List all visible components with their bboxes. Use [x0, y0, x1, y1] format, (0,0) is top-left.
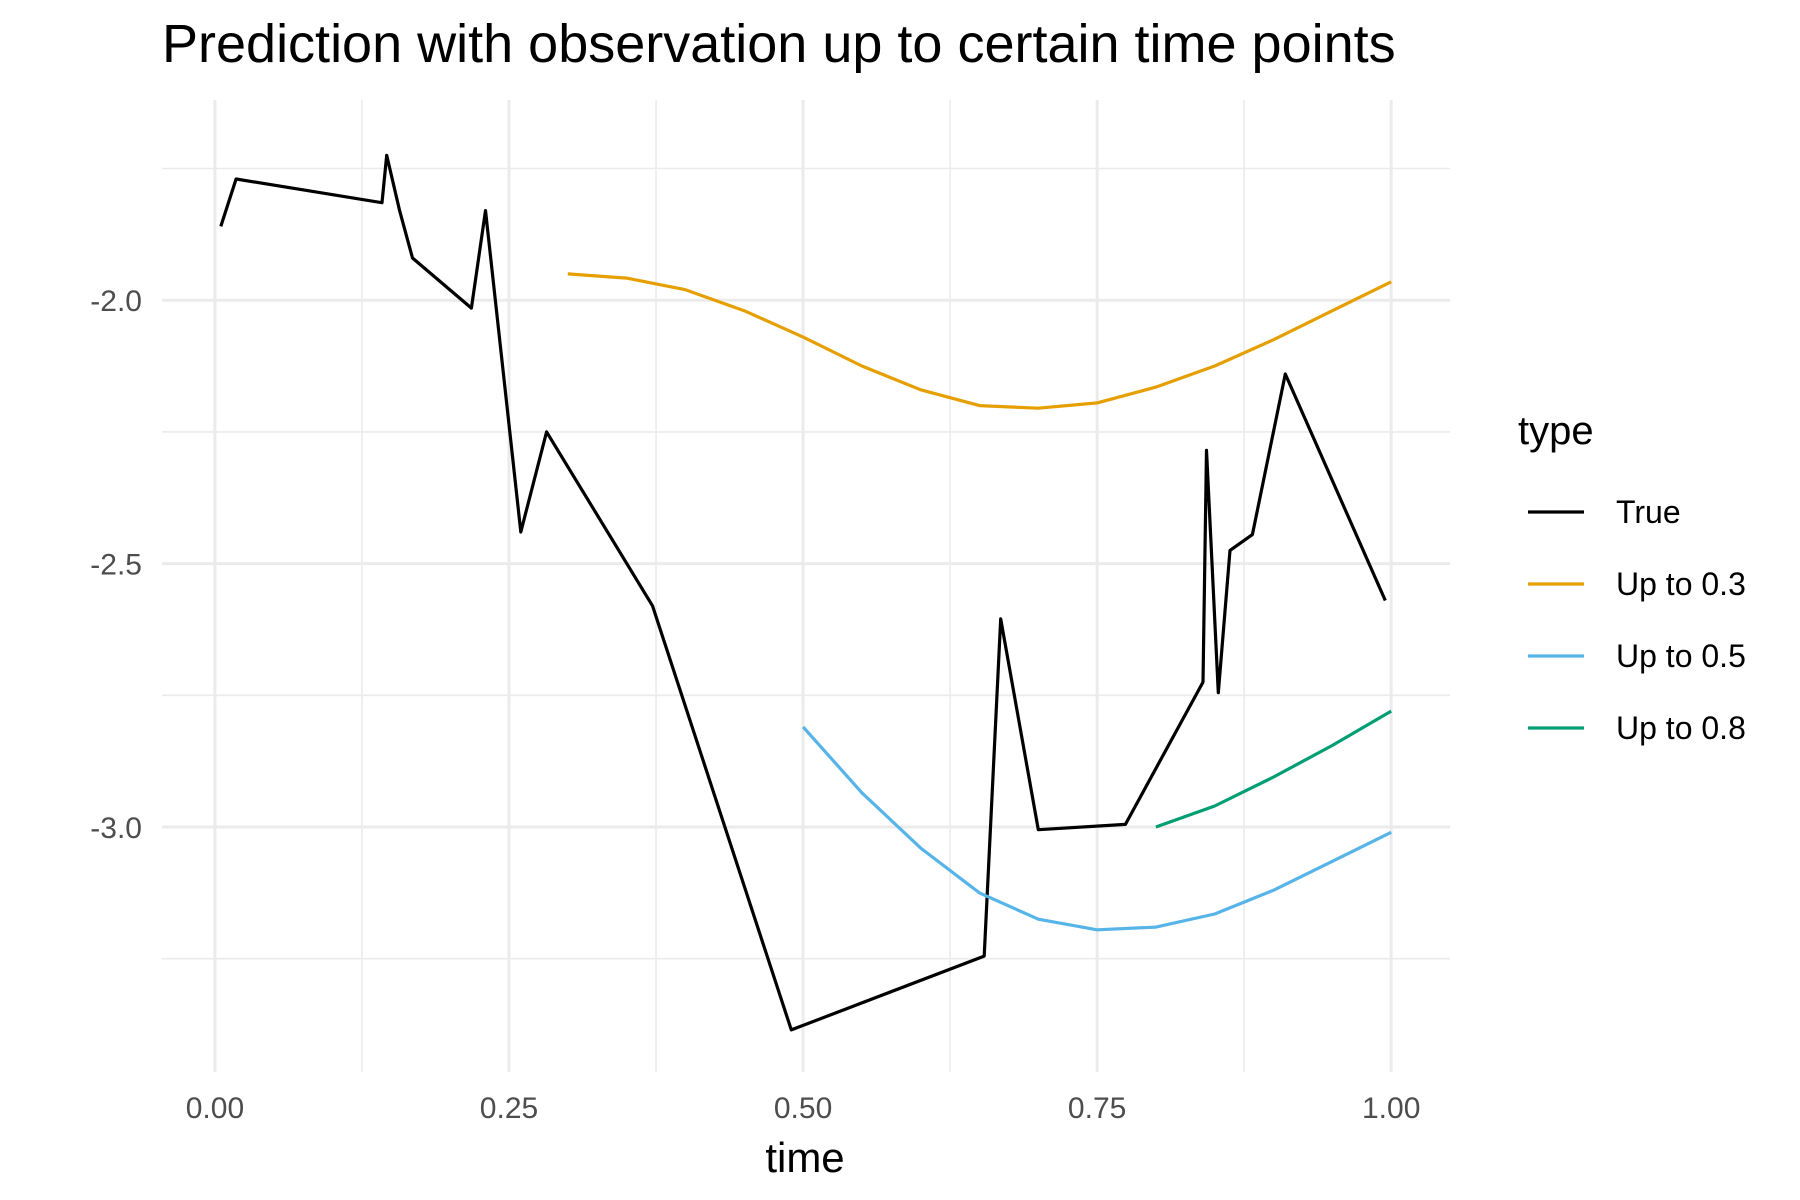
series-lines — [219, 153, 1393, 1032]
legend-title: type — [1518, 409, 1594, 453]
legend-label-up-to-0-8: Up to 0.8 — [1616, 710, 1746, 746]
x-tick-label: 1.00 — [1362, 1092, 1420, 1125]
series-line-up-to-0-3 — [567, 272, 1392, 410]
legend: type True Up to 0.3 Up to 0.5 Up to 0.8 — [1518, 409, 1746, 746]
legend-label-up-to-0-5: Up to 0.5 — [1616, 638, 1746, 674]
series-line-true — [219, 153, 1387, 1032]
x-tick-label: 0.75 — [1068, 1092, 1126, 1125]
x-axis-title: time — [765, 1134, 844, 1181]
x-axis-tick-labels: 0.00 0.25 0.50 0.75 1.00 — [186, 1092, 1421, 1125]
x-tick-label: 0.00 — [186, 1092, 244, 1125]
legend-label-up-to-0-3: Up to 0.3 — [1616, 566, 1746, 602]
gridlines — [162, 100, 1450, 1072]
series-line-up-to-0-8 — [1155, 709, 1393, 829]
x-tick-label: 0.25 — [480, 1092, 538, 1125]
chart-title: Prediction with observation up to certai… — [162, 14, 1396, 74]
y-tick-label: -3.0 — [90, 812, 142, 845]
y-tick-label: -2.5 — [90, 549, 142, 582]
y-tick-label: -2.0 — [90, 285, 142, 318]
series-line-up-to-0-5 — [801, 725, 1392, 932]
y-axis-tick-labels: -3.0 -2.5 -2.0 — [90, 285, 142, 845]
legend-label-true: True — [1616, 494, 1681, 530]
x-tick-label: 0.50 — [774, 1092, 832, 1125]
